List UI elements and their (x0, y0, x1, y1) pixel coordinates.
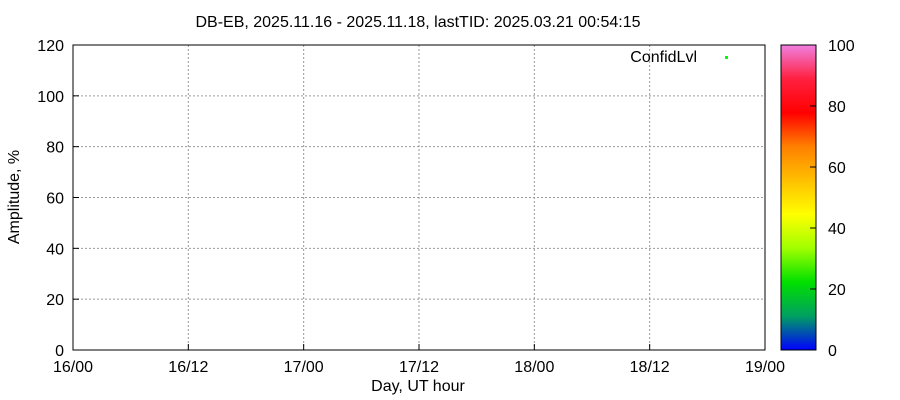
colorbar-ticks: 0 20 40 60 80 100 (810, 38, 855, 360)
x-tick-label: 16/12 (168, 359, 208, 376)
colorbar-tick-label: 0 (828, 343, 837, 360)
x-tick-label: 18/00 (514, 359, 554, 376)
y-tick-label: 80 (46, 140, 64, 157)
colorbar-tick-label: 20 (828, 282, 846, 299)
x-tick-label: 18/12 (630, 359, 670, 376)
colorbar-tick-label: 60 (828, 160, 846, 177)
grid (73, 45, 765, 350)
y-tick-label: 0 (55, 343, 64, 360)
x-axis-label: Day, UT hour (371, 378, 465, 395)
y-ticks: 0 20 40 60 80 100 120 (37, 38, 79, 360)
chart-title: DB-EB, 2025.11.16 - 2025.11.18, lastTID:… (195, 14, 640, 31)
legend-marker (725, 56, 728, 59)
y-tick-label: 100 (37, 89, 64, 106)
colorbar (780, 44, 817, 351)
colorbar-tick-label: 40 (828, 221, 846, 238)
x-ticks: 16/00 16/12 17/00 17/12 18/00 18/12 19/00 (53, 344, 785, 376)
x-tick-label: 19/00 (745, 359, 785, 376)
x-tick-label: 16/00 (53, 359, 93, 376)
y-tick-label: 40 (46, 241, 64, 258)
legend-label: ConfidLvl (630, 49, 697, 66)
y-tick-label: 60 (46, 191, 64, 208)
y-tick-label: 120 (37, 38, 64, 55)
colorbar-tick-label: 100 (828, 38, 855, 55)
y-tick-label: 20 (46, 292, 64, 309)
x-tick-label: 17/12 (399, 359, 439, 376)
colorbar-tick-label: 80 (828, 99, 846, 116)
x-tick-label: 17/00 (284, 359, 324, 376)
y-axis-label: Amplitude, % (6, 150, 23, 244)
